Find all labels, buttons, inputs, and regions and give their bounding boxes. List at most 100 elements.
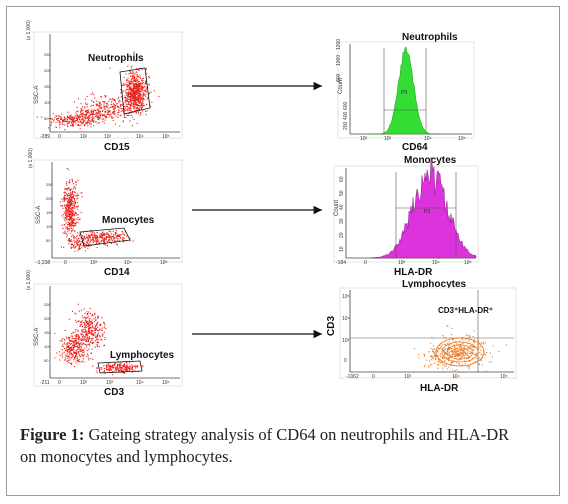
event-dot: [127, 94, 129, 96]
event-dot: [122, 237, 124, 239]
event-dot: [91, 348, 93, 350]
event-dot: [70, 200, 72, 202]
event-dot: [78, 353, 80, 355]
event-dot: [67, 357, 69, 359]
event-dot: [69, 115, 71, 117]
event-dot: [114, 237, 116, 239]
event-dot: [114, 107, 116, 109]
event-dot: [145, 90, 147, 92]
event-dot: [75, 353, 77, 355]
event-dot: [74, 241, 76, 243]
event-dot: [135, 78, 137, 80]
event-dot: [65, 121, 67, 123]
event-dot: [112, 108, 114, 110]
y-tick: 400: [343, 111, 349, 120]
event-dot: [74, 211, 76, 213]
event-dot: [79, 218, 81, 220]
event-dot: [117, 366, 119, 368]
event-dot: [74, 331, 76, 333]
event-dot: [73, 194, 75, 196]
event-dot: [65, 214, 67, 216]
event-dot: [477, 346, 479, 348]
event-dot: [132, 95, 134, 97]
event-dot: [67, 228, 69, 230]
event-dot: [82, 325, 84, 327]
event-dot: [116, 232, 118, 234]
event-dot: [120, 89, 122, 91]
event-dot: [83, 308, 85, 310]
event-dot: [68, 229, 70, 231]
event-dot: [67, 351, 69, 353]
event-dot: [85, 346, 87, 348]
event-dot: [457, 356, 459, 358]
event-dot: [75, 339, 77, 341]
event-dot: [65, 210, 67, 212]
event-dot: [84, 326, 86, 328]
event-dot: [62, 123, 64, 125]
event-dot: [125, 97, 127, 99]
event-dot: [95, 103, 97, 105]
event-dot: [145, 83, 147, 85]
event-dot: [90, 120, 92, 122]
event-dot: [69, 194, 71, 196]
event-dot: [61, 340, 63, 342]
gate-polygon: [79, 227, 131, 247]
event-dot: [86, 331, 88, 333]
event-dot: [76, 342, 78, 344]
event-dot: [442, 350, 444, 352]
event-dot: [62, 214, 64, 216]
event-dot: [138, 90, 140, 92]
event-dot: [130, 88, 132, 90]
event-dot: [76, 212, 78, 214]
event-dot: [133, 365, 135, 367]
event-dot: [48, 118, 50, 120]
event-dot: [95, 110, 97, 112]
x-tick: 0: [372, 374, 375, 380]
event-dot: [80, 241, 82, 243]
event-dot: [69, 218, 71, 220]
event-dot: [74, 117, 76, 119]
event-dot: [96, 344, 98, 346]
event-dot: [108, 234, 110, 236]
event-dot: [101, 118, 103, 120]
event-dot: [80, 309, 82, 311]
event-dot: [64, 199, 66, 201]
event-dot: [97, 116, 99, 118]
event-dot: [444, 364, 446, 366]
event-dot: [76, 114, 78, 116]
event-dot: [88, 332, 90, 334]
event-dot: [109, 110, 111, 112]
event-dot: [107, 237, 109, 239]
event-dot: [86, 313, 88, 315]
event-dot: [96, 103, 98, 105]
event-dot: [449, 347, 451, 349]
event-dot: [80, 334, 82, 336]
event-dot: [120, 104, 122, 106]
event-dot: [131, 125, 133, 127]
event-dot: [433, 356, 435, 358]
event-dot: [139, 83, 141, 85]
event-dot: [84, 125, 86, 127]
event-dot: [65, 222, 67, 224]
y-tick: 50: [44, 358, 49, 363]
event-dot: [74, 223, 76, 225]
event-dot: [136, 84, 138, 86]
event-dot: [139, 105, 141, 107]
event-dot: [113, 367, 115, 369]
y-tick: 60: [339, 176, 345, 182]
event-dot: [76, 242, 78, 244]
event-dot: [86, 242, 88, 244]
event-dot: [128, 81, 130, 83]
event-dot: [88, 327, 90, 329]
event-dot: [72, 209, 74, 211]
event-dot: [139, 86, 141, 88]
event-dot: [87, 120, 89, 122]
event-dot: [132, 71, 134, 73]
event-dot: [89, 236, 91, 238]
event-dot: [71, 243, 73, 245]
event-dot: [76, 240, 78, 242]
event-dot: [448, 344, 450, 346]
event-dot: [125, 106, 127, 108]
histogram-area: [372, 46, 440, 135]
event-dot: [78, 241, 80, 243]
